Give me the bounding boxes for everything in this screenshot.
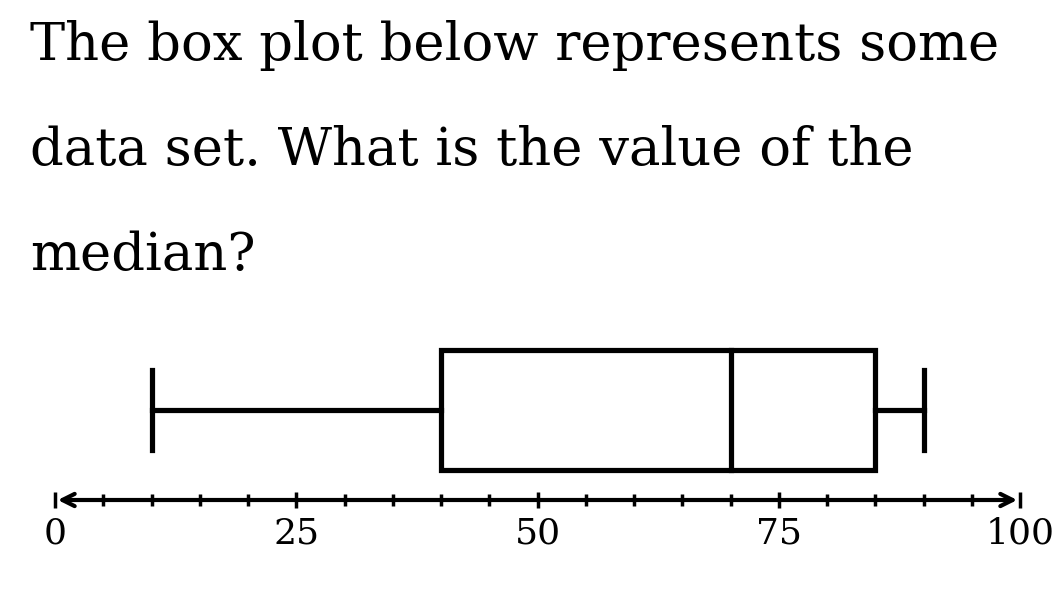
Text: The box plot below represents some: The box plot below represents some: [30, 20, 999, 71]
Text: 50: 50: [515, 516, 560, 550]
Text: data set. What is the value of the: data set. What is the value of the: [30, 125, 914, 176]
Text: 25: 25: [273, 516, 319, 550]
Text: 75: 75: [755, 516, 802, 550]
Text: 100: 100: [986, 516, 1055, 550]
Text: 0: 0: [44, 516, 67, 550]
Text: median?: median?: [30, 230, 256, 281]
Bar: [441, 350, 875, 470]
